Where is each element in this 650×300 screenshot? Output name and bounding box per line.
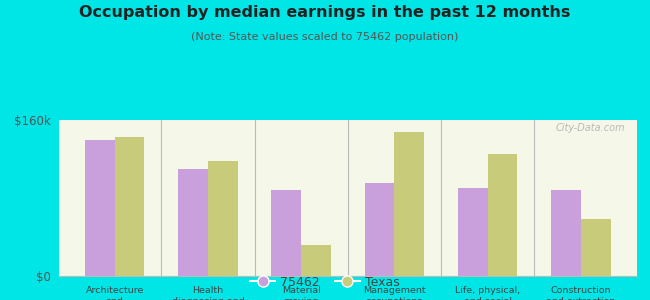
Bar	[114, 136, 144, 276]
Bar	[581, 219, 611, 276]
Bar	[271, 190, 301, 276]
Bar	[395, 132, 424, 276]
Legend: 75462, Texas: 75462, Texas	[245, 271, 405, 294]
Bar	[365, 183, 395, 276]
Bar	[551, 190, 581, 276]
Text: (Note: State values scaled to 75462 population): (Note: State values scaled to 75462 popu…	[191, 32, 459, 41]
Bar	[84, 140, 114, 276]
Bar	[488, 154, 517, 276]
Bar	[178, 169, 208, 276]
Bar	[458, 188, 488, 276]
Bar	[301, 245, 331, 276]
Text: City-Data.com: City-Data.com	[556, 123, 625, 133]
Text: Occupation by median earnings in the past 12 months: Occupation by median earnings in the pas…	[79, 4, 571, 20]
Bar	[208, 161, 238, 276]
